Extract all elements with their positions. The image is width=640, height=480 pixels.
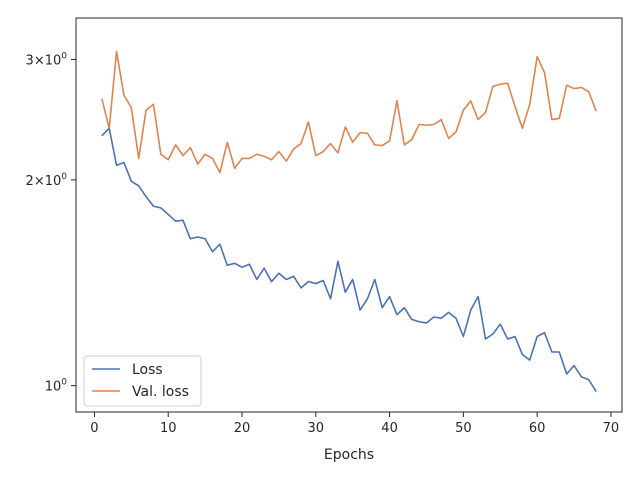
x-tick-label: 50 bbox=[455, 421, 472, 436]
x-tick-label: 40 bbox=[381, 421, 398, 436]
legend: Loss Val. loss bbox=[83, 355, 202, 407]
x-axis-label: Epochs bbox=[324, 447, 374, 463]
y-tick-label: 100 bbox=[45, 378, 68, 395]
x-tick-label: 10 bbox=[160, 421, 177, 436]
legend-label-val-loss: Val. loss bbox=[132, 384, 189, 400]
series-layer bbox=[101, 50, 597, 393]
x-tick-label: 30 bbox=[308, 421, 325, 436]
y-tick-label: 2×100 bbox=[26, 172, 68, 189]
series-line-val-loss bbox=[101, 50, 597, 174]
y-tick-label: 3×100 bbox=[26, 51, 68, 68]
x-tick-label: 70 bbox=[603, 421, 620, 436]
x-axis-ticks: 0 10 20 30 40 50 60 70 bbox=[90, 412, 619, 436]
series-line-loss bbox=[101, 127, 597, 393]
x-tick-label: 60 bbox=[529, 421, 546, 436]
plot-area bbox=[76, 18, 622, 412]
plot-frame bbox=[75, 17, 623, 413]
legend-label-loss: Loss bbox=[132, 362, 163, 378]
y-axis-ticks: 3×100 2×100 100 bbox=[26, 51, 76, 395]
x-tick-label: 0 bbox=[90, 421, 98, 436]
x-tick-label: 20 bbox=[234, 421, 251, 436]
